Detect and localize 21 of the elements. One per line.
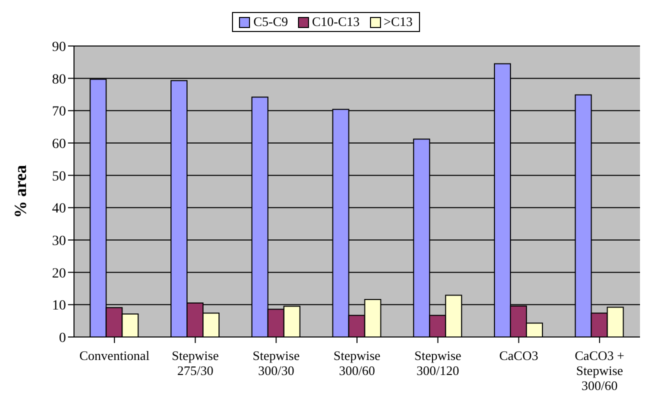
x-tick-label: CaCO3 [499, 348, 538, 363]
y-tick-label: 20 [52, 266, 66, 282]
y-axis-title: % area [11, 164, 30, 218]
legend-label: C10-C13 [310, 14, 360, 30]
x-tick-label: Conventional [79, 348, 150, 363]
y-tick-label: 0 [59, 330, 66, 346]
x-tick-label: Stepwise 300/120 [414, 348, 462, 378]
y-tick-label: 50 [52, 169, 66, 184]
y-tick-label: 80 [52, 72, 66, 88]
x-tick-label: Stepwise 300/30 [252, 348, 300, 378]
y-tick-label: 30 [52, 234, 66, 249]
y-tick-label: 40 [52, 202, 66, 217]
y-tick-label: 90 [52, 40, 66, 55]
x-tick-label: Stepwise 300/60 [334, 348, 381, 378]
x-tick-label: CaCO3 + Stepwise 300/60 [574, 348, 624, 393]
y-tick-label: 70 [52, 104, 66, 120]
x-tick-label: Stepwise 275/30 [172, 348, 219, 378]
legend-label: >C13 [382, 14, 413, 30]
y-tick-label: 60 [52, 136, 66, 152]
legend-label: C5-C9 [252, 14, 288, 30]
y-tick-label: 10 [52, 298, 66, 314]
